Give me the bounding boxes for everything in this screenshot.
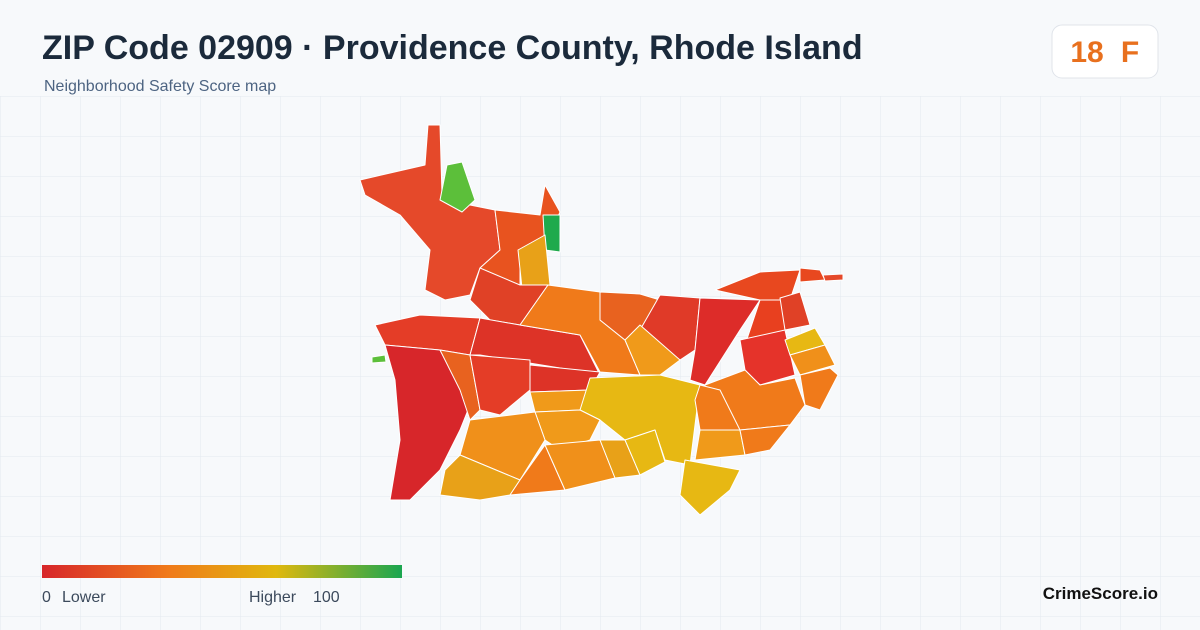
title: ZIP Code 02909 · Providence County, Rhod… <box>42 29 863 67</box>
score-value: 18 <box>1070 36 1103 69</box>
legend-min: 0 <box>42 589 51 606</box>
legend-gradient <box>42 565 402 578</box>
score-badge <box>1051 24 1159 79</box>
legend-max: 100 <box>313 589 340 606</box>
subtitle: Neighborhood Safety Score map <box>44 78 276 95</box>
zip-map <box>359 124 844 516</box>
legend-max-label: Higher <box>249 589 297 606</box>
legend-min-label: Lower <box>62 589 106 606</box>
score-grade: F <box>1121 36 1139 69</box>
brand: CrimeScore.io <box>1043 584 1158 603</box>
